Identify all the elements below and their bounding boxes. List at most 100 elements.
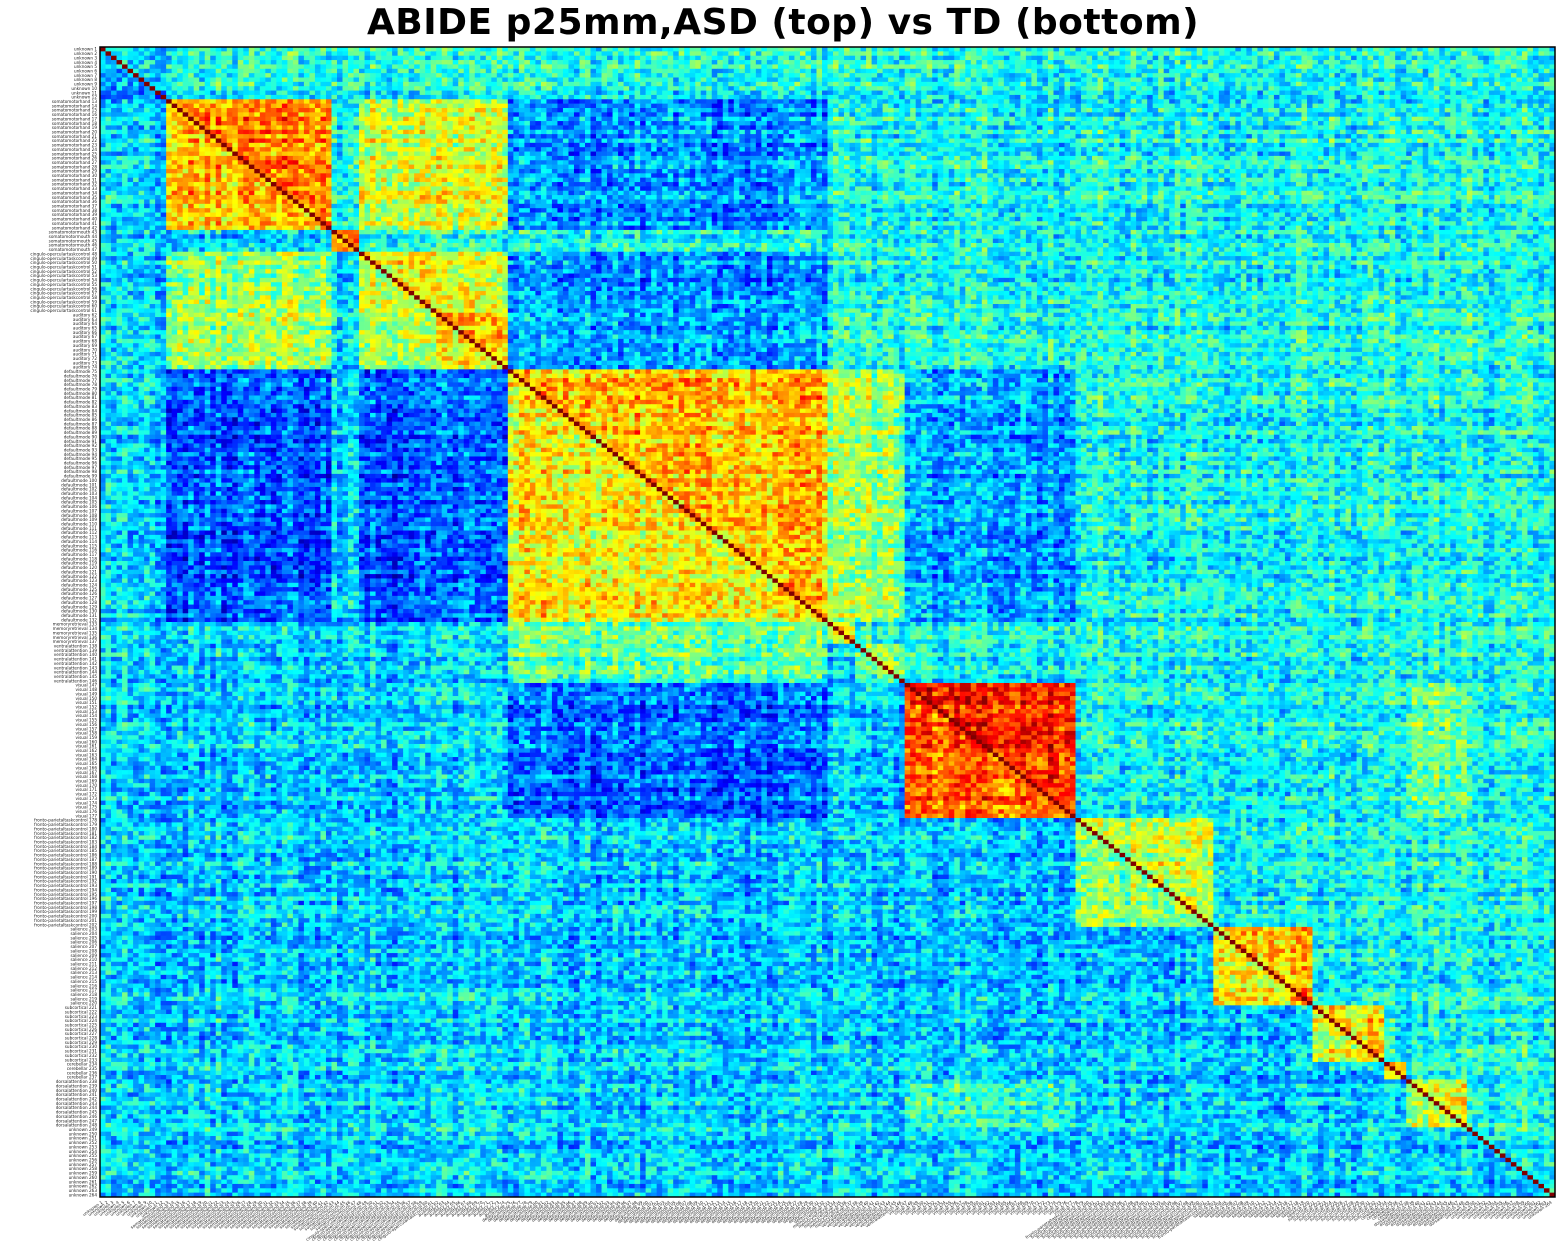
heatmap-cell: [287, 51, 293, 56]
heatmap-cell: [524, 69, 530, 74]
heatmap-cell: [866, 69, 872, 74]
heatmap-cell: [1527, 60, 1533, 65]
heatmap-cell: [392, 60, 398, 65]
heatmap-cell: [971, 69, 977, 74]
heatmap-cell: [1241, 56, 1247, 61]
heatmap-cell: [409, 51, 415, 56]
heatmap-cell: [271, 56, 277, 61]
heatmap-cell: [1131, 51, 1137, 56]
heatmap-cell: [155, 60, 161, 65]
heatmap-cell: [1351, 56, 1357, 61]
heatmap-cell: [690, 56, 696, 61]
heatmap-cell: [315, 51, 321, 56]
heatmap-cell: [199, 56, 205, 61]
heatmap-cell: [905, 60, 911, 65]
heatmap-cell: [734, 64, 740, 69]
heatmap-cell: [1191, 56, 1197, 61]
heatmap-cell: [139, 56, 145, 61]
heatmap-cell: [469, 69, 475, 74]
heatmap-cell: [877, 60, 883, 65]
heatmap-cell: [436, 69, 442, 74]
heatmap-cell: [1395, 51, 1401, 56]
heatmap-cell: [1412, 60, 1418, 65]
heatmap-cell: [971, 73, 977, 78]
heatmap-cell: [602, 51, 608, 56]
heatmap-cell: [739, 64, 745, 69]
heatmap-cell: [839, 51, 845, 56]
heatmap-cell: [750, 73, 756, 78]
heatmap-cell: [348, 73, 354, 78]
heatmap-cell: [772, 56, 778, 61]
heatmap-cell: [816, 56, 822, 61]
heatmap-cell: [464, 69, 470, 74]
heatmap-cell: [1246, 56, 1252, 61]
heatmap-cell: [177, 69, 183, 74]
heatmap-cell: [254, 64, 260, 69]
heatmap-cell: [546, 69, 552, 74]
heatmap-cell: [304, 56, 310, 61]
heatmap-cell: [1527, 69, 1533, 74]
heatmap-cell: [844, 73, 850, 78]
heatmap-cell: [976, 56, 982, 61]
heatmap-cell: [883, 64, 889, 69]
heatmap-cell: [712, 64, 718, 69]
heatmap-cell: [117, 73, 123, 78]
heatmap-cell: [778, 64, 784, 69]
heatmap-cell: [1428, 51, 1434, 56]
heatmap-cell: [822, 56, 828, 61]
heatmap-cell: [282, 73, 288, 78]
heatmap-cell: [453, 51, 459, 56]
heatmap-cell: [343, 64, 349, 69]
heatmap-cell: [1373, 69, 1379, 74]
heatmap-cell: [1522, 51, 1528, 56]
heatmap-cell: [816, 69, 822, 74]
heatmap-cell: [1219, 69, 1225, 74]
heatmap-cell: [1357, 64, 1363, 69]
heatmap-cell: [629, 51, 635, 56]
heatmap-cell: [1070, 69, 1076, 74]
heatmap-cell: [354, 73, 360, 78]
heatmap-cell: [624, 51, 630, 56]
heatmap-cell: [629, 64, 635, 69]
heatmap-cell: [574, 51, 580, 56]
heatmap-cell: [552, 51, 558, 56]
heatmap-cell: [1098, 56, 1104, 61]
heatmap-cell: [309, 60, 315, 65]
heatmap-cell: [828, 64, 834, 69]
heatmap-cell: [502, 56, 508, 61]
heatmap-cell: [1235, 56, 1241, 61]
heatmap-cell: [100, 56, 106, 61]
heatmap-cell: [877, 56, 883, 61]
heatmap-cell: [541, 69, 547, 74]
heatmap-cell: [1494, 64, 1500, 69]
heatmap-cell: [1015, 73, 1021, 78]
heatmap-cell: [155, 51, 161, 56]
heatmap-cell: [232, 69, 238, 74]
heatmap-cell: [850, 60, 856, 65]
heatmap-cell: [1390, 69, 1396, 74]
heatmap-cell: [546, 73, 552, 78]
heatmap-cell: [370, 60, 376, 65]
heatmap-cell: [1224, 60, 1230, 65]
heatmap-cell: [1246, 69, 1252, 74]
heatmap-cell: [646, 73, 652, 78]
heatmap-cell: [1351, 69, 1357, 74]
heatmap-cell: [1412, 56, 1418, 61]
heatmap-cell: [701, 69, 707, 74]
heatmap-cell: [761, 56, 767, 61]
heatmap-cell: [1406, 56, 1412, 61]
heatmap-cell: [717, 60, 723, 65]
heatmap-cell: [106, 64, 112, 69]
heatmap-cell: [420, 56, 426, 61]
heatmap-cell: [216, 56, 222, 61]
heatmap-cell: [387, 56, 393, 61]
heatmap-cell: [1313, 56, 1319, 61]
heatmap-cell: [183, 64, 189, 69]
heatmap-cell: [894, 51, 900, 56]
heatmap-cell: [298, 60, 304, 65]
heatmap-cell: [1219, 60, 1225, 65]
heatmap-cell: [635, 73, 641, 78]
heatmap-cell: [850, 64, 856, 69]
heatmap-cell: [739, 60, 745, 65]
heatmap-cell: [166, 56, 172, 61]
